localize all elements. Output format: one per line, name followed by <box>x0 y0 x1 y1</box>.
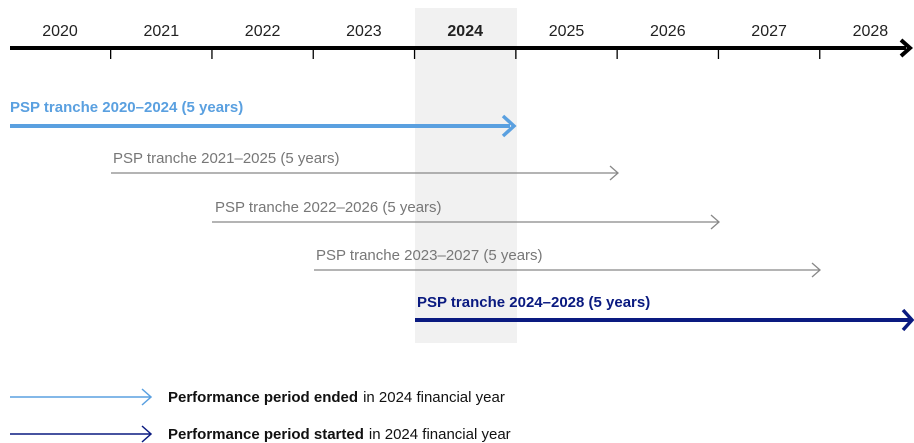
year-label: 2024 <box>447 23 483 40</box>
tranche-arrowhead <box>501 114 517 138</box>
tranche-arrowhead <box>811 262 821 278</box>
tranche-label: PSP tranche 2022–2026 (5 years) <box>215 199 442 216</box>
legend-rest: in 2024 financial year <box>363 389 505 406</box>
year-label: 2028 <box>853 23 889 40</box>
tranche-arrowhead <box>901 308 914 332</box>
highlight-2024 <box>415 8 517 343</box>
tranche-arrowhead <box>609 165 619 181</box>
legend-arrowhead <box>141 425 153 443</box>
year-label: 2027 <box>751 23 787 40</box>
legend-rest: in 2024 financial year <box>369 426 511 443</box>
year-label: 2025 <box>549 23 585 40</box>
tranche-arrowhead <box>710 214 720 230</box>
year-label: 2023 <box>346 23 382 40</box>
year-label: 2020 <box>42 23 78 40</box>
legend-text: Performance period started in 2024 financ… <box>168 426 511 443</box>
timeline-ticks <box>110 48 821 59</box>
legend-text: Performance period ended in 2024 financia… <box>168 389 505 406</box>
year-label: 2022 <box>245 23 281 40</box>
legend-bold: Performance period ended <box>168 389 358 406</box>
tranche-label: PSP tranche 2024–2028 (5 years) <box>417 294 650 311</box>
year-label: 2026 <box>650 23 686 40</box>
timeline-arrowhead <box>899 38 914 58</box>
legend-arrowhead <box>141 388 153 406</box>
year-label: 2021 <box>144 23 180 40</box>
tranche-label: PSP tranche 2020–2024 (5 years) <box>10 99 243 116</box>
tranche-label: PSP tranche 2021–2025 (5 years) <box>113 150 340 167</box>
tranche-label: PSP tranche 2023–2027 (5 years) <box>316 247 543 264</box>
year-labels: 2020 2021 2022 2023 2024 2025 2026 2027 2028 <box>42 23 888 40</box>
legend-bold: Performance period started <box>168 426 364 443</box>
